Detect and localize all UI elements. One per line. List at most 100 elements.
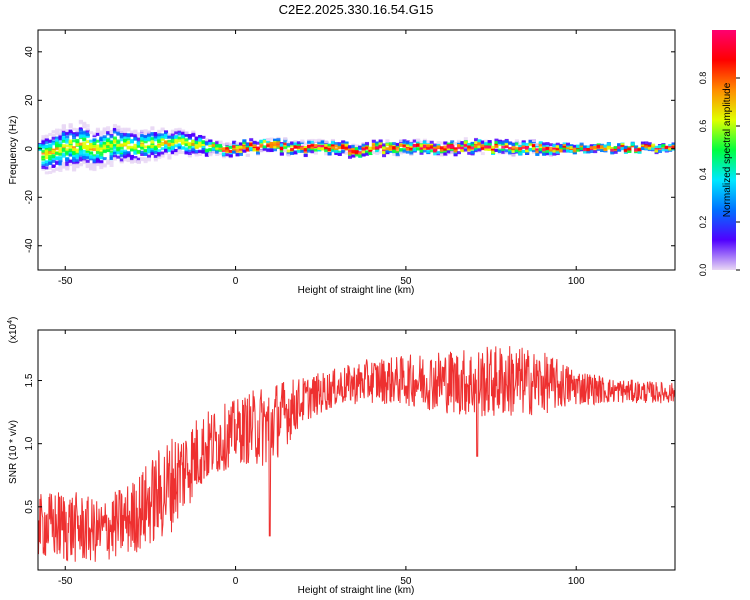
spectrogram-cell <box>399 143 404 147</box>
snr-x-label: Height of straight line (km) <box>298 585 415 596</box>
spectrogram-cell <box>586 148 591 152</box>
spectrogram-cell <box>259 144 264 148</box>
spectrogram-cell <box>439 141 444 145</box>
spectrogram-cell <box>85 127 90 131</box>
spectrogram-cell <box>106 145 111 149</box>
spectrogram-cell <box>518 142 523 146</box>
spectrogram-cell <box>249 147 254 151</box>
spectrogram-cell <box>99 166 104 170</box>
spectrogram-cell <box>586 145 591 149</box>
spectrogram-cell <box>44 140 49 144</box>
spectrogram-cell <box>72 149 77 153</box>
spectrogram-cell <box>266 139 271 143</box>
spectrogram-cell <box>351 150 356 154</box>
spectrogram-cell <box>75 138 80 142</box>
spectrogram-panel: -50 0 50 100 -40 -20 0 20 40 Height of straight… <box>8 29 676 296</box>
spectrogram-cell <box>160 128 165 132</box>
spectrogram-cell <box>55 167 60 171</box>
spectrogram-cell <box>167 146 172 150</box>
spectrogram-cell <box>106 138 111 142</box>
spectrogram-cell <box>382 149 387 153</box>
spectrogram-cell <box>228 146 233 150</box>
spectrogram-cell <box>525 146 530 150</box>
spectrogram-cell <box>395 146 400 150</box>
spectrogram-cell <box>317 143 322 147</box>
spectrogram-cell <box>89 157 94 161</box>
spectrogram-cell <box>238 148 243 152</box>
spectrogram-cell <box>208 148 213 152</box>
spectrogram-cell <box>133 158 138 162</box>
spectrogram-cell <box>116 131 121 135</box>
spectrogram-cell <box>78 150 83 154</box>
spectrogram-cell <box>68 163 73 167</box>
spectrogram-cell <box>487 145 492 149</box>
spectrogram-cell <box>140 157 145 161</box>
spectrogram-cell <box>167 149 172 153</box>
spectrogram-cell <box>140 133 145 137</box>
spectrogram-cell <box>259 139 264 143</box>
spectrogram-cell <box>102 135 107 139</box>
spectrogram-cell <box>170 146 175 150</box>
spectrogram-cell <box>606 146 611 150</box>
snr-exponent-close: ) <box>8 317 19 320</box>
spectrogram-cell <box>177 132 182 136</box>
spectrogram-cell <box>286 143 291 147</box>
spectrogram-cell <box>129 148 134 152</box>
spectrogram-cell <box>157 149 162 153</box>
spectrogram-cell <box>147 130 152 134</box>
spectrogram-cell <box>572 151 577 155</box>
spectrogram-cell <box>436 145 441 149</box>
spectrogram-cell <box>153 154 158 158</box>
spectrogram-cell <box>109 140 114 144</box>
spectrogram-cell <box>78 145 83 149</box>
spectrogram-cell <box>58 149 63 153</box>
spectrogram-cell <box>153 132 158 136</box>
spectrogram-cell <box>143 129 148 133</box>
spectrogram-cell <box>89 151 94 155</box>
spectrogram-cell <box>330 141 335 145</box>
spectrogram-cell <box>617 143 622 147</box>
spectrogram-cell <box>41 165 46 169</box>
spectrogram-cell <box>44 146 49 150</box>
spectrogram-cell <box>160 138 165 142</box>
spectrogram-cell <box>119 158 124 162</box>
spectrogram-cell <box>181 146 186 150</box>
spectrogram-cell <box>55 138 60 142</box>
spectrogram-cell <box>542 148 547 152</box>
spectrogram-cell <box>313 148 318 152</box>
spectrogram-cell <box>290 151 295 155</box>
spectrogram-cell <box>450 147 455 151</box>
spectrogram-cell <box>126 137 131 141</box>
spectrogram-cell <box>419 149 424 153</box>
spectrogram-cell <box>102 145 107 149</box>
spectrogram-cell <box>392 142 397 146</box>
spectrogram-cell <box>119 160 124 164</box>
spectrogram-cell <box>140 152 145 156</box>
spectrogram-cell <box>211 150 216 154</box>
spectrogram-cell <box>147 150 152 154</box>
spectrogram-cell <box>170 133 175 137</box>
spectrogram-cell <box>51 149 56 153</box>
spectrogram-cell <box>596 147 601 151</box>
spectrogram-cell <box>136 160 141 164</box>
spectrogram-cell <box>184 147 189 151</box>
spectrogram-cell <box>548 153 553 157</box>
spectrogram-cell <box>92 132 97 136</box>
spectrogram-cell <box>562 142 567 146</box>
spectrogram-cell <box>310 147 315 151</box>
spectrogram-cell <box>48 155 53 159</box>
spectrogram-cell <box>497 140 502 144</box>
spectrogram-cell <box>72 163 77 167</box>
spectrogram-cell <box>327 148 332 152</box>
spectrogram-cell <box>446 145 451 149</box>
spectrogram-cell <box>65 167 70 171</box>
spectrogram-cell <box>409 149 414 153</box>
spectrogram-cell <box>613 150 618 154</box>
spectrogram-cell <box>170 142 175 146</box>
spectrogram-cell <box>531 143 536 147</box>
spectrogram-cell <box>116 151 121 155</box>
spectrogram-cell <box>296 145 301 149</box>
spectrogram-cell <box>119 143 124 147</box>
spectrogram-cell <box>174 128 179 132</box>
spectrogram-cell <box>307 148 312 152</box>
